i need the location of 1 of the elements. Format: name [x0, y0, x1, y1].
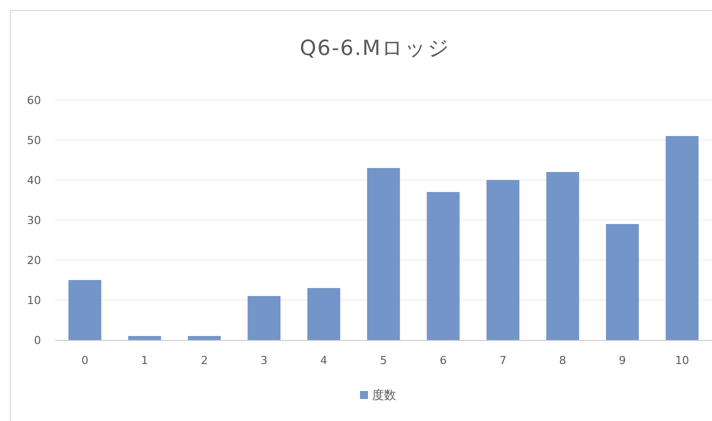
- title: Q6-6.Mロッジ: [300, 36, 450, 60]
